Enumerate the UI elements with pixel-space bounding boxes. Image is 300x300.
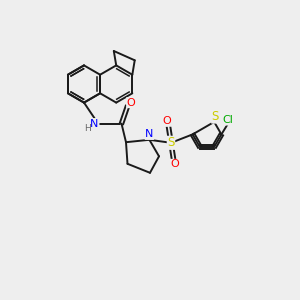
Text: O: O (127, 98, 136, 108)
Text: N: N (145, 129, 154, 140)
Text: H: H (85, 124, 91, 133)
Text: S: S (167, 136, 175, 149)
Text: Cl: Cl (223, 115, 233, 125)
Text: O: O (170, 159, 179, 170)
Text: S: S (212, 110, 219, 123)
Text: N: N (90, 118, 99, 129)
Text: O: O (163, 116, 172, 126)
